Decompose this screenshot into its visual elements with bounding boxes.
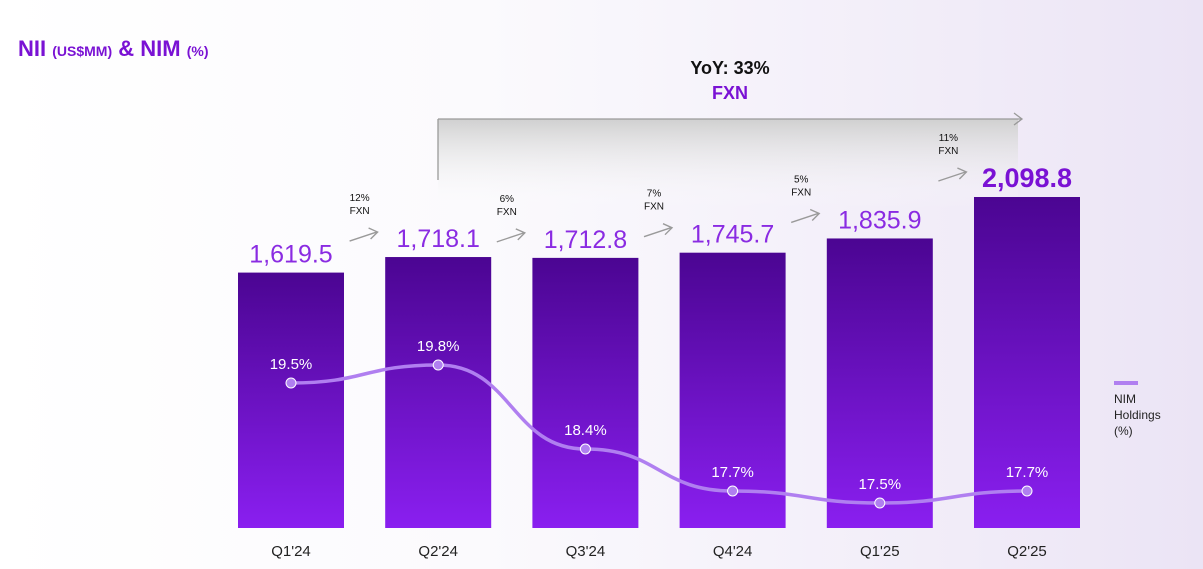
growth-arrow-0 — [349, 231, 377, 242]
category-label-3: Q4'24 — [713, 543, 753, 560]
bar-1 — [385, 257, 492, 528]
nim-value-label-5: 17.7% — [1006, 464, 1049, 481]
nim-point-3 — [727, 485, 739, 497]
growth-pct-1: 6% — [500, 194, 515, 205]
nim-value-label-4: 17.5% — [859, 476, 902, 493]
title-nim-unit: (%) — [186, 43, 209, 59]
category-labels-group: Q1'24 Q2'24 Q3'24 Q4'24 Q1'25 Q2'25 — [271, 543, 1047, 560]
yoy-growth-label: YoY: 33% — [690, 58, 770, 78]
nim-value-label-0: 19.5% — [270, 356, 313, 373]
growth-basis-3: FXN — [791, 187, 811, 198]
legend-line1: NIM — [1114, 392, 1136, 406]
category-label-0: Q1'24 — [271, 543, 311, 560]
growth-arrow-head-2 — [662, 223, 674, 236]
growth-basis-0: FXN — [350, 206, 370, 217]
bar-value-label-1: 1,718.1 — [396, 225, 479, 253]
nim-point-0 — [285, 377, 297, 389]
yoy-basis-label: FXN — [712, 83, 748, 103]
nim-value-label-3: 17.7% — [711, 464, 754, 481]
nim-point-4 — [874, 497, 886, 509]
growth-arrow-head-4 — [957, 167, 968, 180]
nim-value-label-1: 19.8% — [417, 338, 460, 355]
growth-pct-3: 5% — [794, 174, 809, 185]
yoy-bracket — [437, 112, 1024, 209]
title-nii-unit: (US$MM) — [52, 43, 113, 59]
growth-arrow-2 — [643, 227, 672, 238]
growth-basis-1: FXN — [497, 207, 517, 218]
nim-line — [290, 363, 1028, 505]
bar-4 — [826, 238, 933, 529]
legend-line3: (%) — [1114, 424, 1133, 438]
bar-value-label-0: 1,619.5 — [249, 241, 332, 269]
legend-line2: Holdings — [1114, 408, 1161, 422]
category-label-2: Q3'24 — [566, 543, 606, 560]
title-nii: NII — [18, 36, 47, 61]
nim-point-2 — [579, 443, 591, 455]
growth-annotations-group: 12% FXN 6% FXN 7% FXN 5% FXN 11% FXN — [349, 133, 968, 243]
bar-value-label-2: 1,712.8 — [544, 226, 627, 254]
yoy-arrow-head — [1013, 112, 1024, 126]
growth-basis-2: FXN — [644, 202, 664, 213]
bar-2 — [532, 257, 639, 528]
nim-point-5 — [1021, 485, 1033, 497]
growth-pct-2: 7% — [647, 189, 662, 200]
nim-value-label-2: 18.4% — [564, 422, 607, 439]
growth-arrow-3 — [790, 212, 819, 224]
title-amp: & — [118, 36, 135, 61]
bar-labels-group: 1,619.5 1,718.1 1,712.8 1,745.7 1,835.9 2,098… — [249, 163, 1072, 269]
growth-pct-4: 11% — [939, 133, 958, 144]
bar-value-label-4: 1,835.9 — [838, 206, 921, 234]
nim-line-group: 19.5% 19.8% 18.4% 17.7% 17.5% 17.7% — [270, 338, 1049, 509]
title-nim: NIM — [140, 36, 181, 61]
yoy-band — [438, 119, 1018, 209]
legend: NIM Holdings (%) — [1114, 381, 1161, 438]
growth-arrow-head-1 — [515, 228, 527, 241]
growth-arrow-4 — [938, 171, 966, 182]
growth-arrow-head-0 — [368, 227, 379, 240]
bar-5 — [974, 197, 1080, 528]
bar-0 — [238, 272, 344, 528]
growth-arrow-1 — [496, 232, 525, 243]
category-label-4: Q1'25 — [860, 543, 900, 560]
nim-point-1 — [432, 359, 444, 371]
bar-value-label-3: 1,745.7 — [691, 221, 774, 249]
growth-arrow-head-3 — [809, 208, 821, 221]
growth-pct-0: 12% — [350, 193, 370, 204]
chart-title: NII (US$MM) & NIM (%) — [18, 36, 209, 62]
growth-basis-4: FXN — [938, 146, 958, 157]
category-label-5: Q2'25 — [1007, 543, 1047, 560]
bar-value-label-5: 2,098.8 — [982, 163, 1072, 193]
bar-3 — [679, 252, 786, 528]
bars-group — [238, 197, 1080, 529]
category-label-1: Q2'24 — [418, 543, 458, 560]
